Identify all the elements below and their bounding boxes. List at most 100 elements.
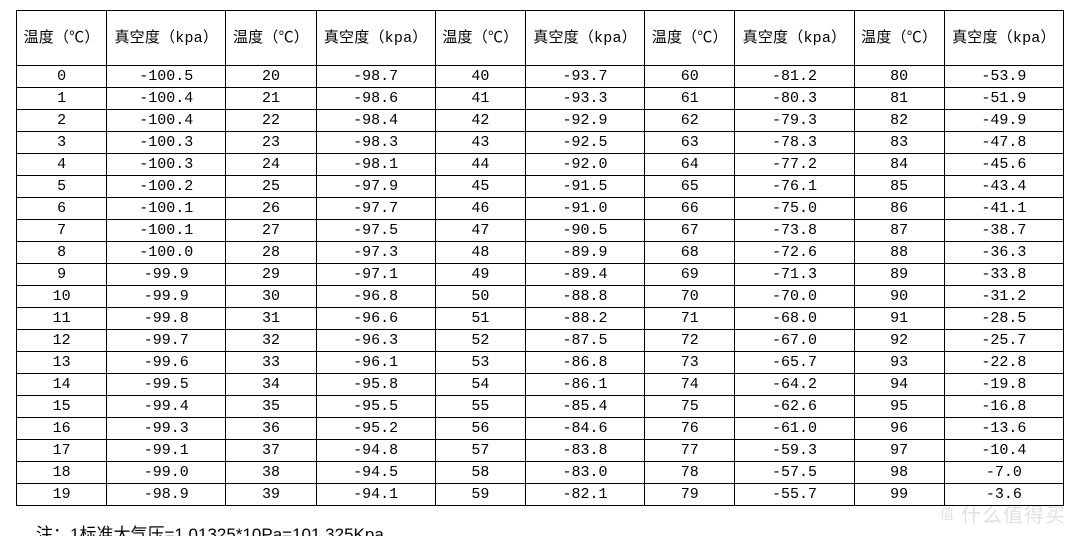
vacuum-cell: -62.6 bbox=[735, 396, 854, 418]
temp-cell: 33 bbox=[226, 352, 316, 374]
vacuum-cell: -47.8 bbox=[944, 132, 1063, 154]
temp-cell: 52 bbox=[435, 330, 525, 352]
temp-cell: 32 bbox=[226, 330, 316, 352]
vacuum-cell: -90.5 bbox=[525, 220, 644, 242]
col-header-temp: 温度（℃） bbox=[17, 11, 107, 66]
temp-cell: 12 bbox=[17, 330, 107, 352]
temp-cell: 9 bbox=[17, 264, 107, 286]
vacuum-cell: -97.1 bbox=[316, 264, 435, 286]
temp-cell: 89 bbox=[854, 264, 944, 286]
temp-cell: 24 bbox=[226, 154, 316, 176]
temp-cell: 56 bbox=[435, 418, 525, 440]
vacuum-cell: -57.5 bbox=[735, 462, 854, 484]
vacuum-cell: -22.8 bbox=[944, 352, 1063, 374]
table-row: 18-99.038-94.558-83.078-57.598-7.0 bbox=[17, 462, 1064, 484]
temp-cell: 71 bbox=[645, 308, 735, 330]
table-row: 8-100.028-97.348-89.968-72.688-36.3 bbox=[17, 242, 1064, 264]
vacuum-cell: -86.8 bbox=[525, 352, 644, 374]
vacuum-cell: -89.9 bbox=[525, 242, 644, 264]
vacuum-cell: -85.4 bbox=[525, 396, 644, 418]
temp-cell: 83 bbox=[854, 132, 944, 154]
vacuum-cell: -100.1 bbox=[107, 198, 226, 220]
temp-cell: 84 bbox=[854, 154, 944, 176]
vacuum-cell: -94.1 bbox=[316, 484, 435, 506]
vacuum-cell: -100.3 bbox=[107, 154, 226, 176]
temp-cell: 91 bbox=[854, 308, 944, 330]
vacuum-cell: -97.9 bbox=[316, 176, 435, 198]
temp-cell: 3 bbox=[17, 132, 107, 154]
vacuum-cell: -99.1 bbox=[107, 440, 226, 462]
table-row: 11-99.831-96.651-88.271-68.091-28.5 bbox=[17, 308, 1064, 330]
temp-cell: 65 bbox=[645, 176, 735, 198]
temp-cell: 77 bbox=[645, 440, 735, 462]
vacuum-cell: -98.1 bbox=[316, 154, 435, 176]
col-header-vac: 真空度（kpa） bbox=[735, 11, 854, 66]
col-header-temp: 温度（℃） bbox=[226, 11, 316, 66]
temp-cell: 37 bbox=[226, 440, 316, 462]
temp-cell: 5 bbox=[17, 176, 107, 198]
col-header-vac: 真空度（kpa） bbox=[944, 11, 1063, 66]
vacuum-cell: -78.3 bbox=[735, 132, 854, 154]
temp-cell: 54 bbox=[435, 374, 525, 396]
vacuum-cell: -31.2 bbox=[944, 286, 1063, 308]
vacuum-cell: -88.8 bbox=[525, 286, 644, 308]
temp-cell: 25 bbox=[226, 176, 316, 198]
temp-cell: 11 bbox=[17, 308, 107, 330]
vacuum-cell: -51.9 bbox=[944, 88, 1063, 110]
vacuum-cell: -45.6 bbox=[944, 154, 1063, 176]
temp-cell: 0 bbox=[17, 66, 107, 88]
vacuum-cell: -100.3 bbox=[107, 132, 226, 154]
vacuum-table: 温度（℃） 真空度（kpa） 温度（℃） 真空度（kpa） 温度（℃） 真空度（… bbox=[16, 10, 1064, 506]
vacuum-cell: -99.8 bbox=[107, 308, 226, 330]
temp-cell: 72 bbox=[645, 330, 735, 352]
watermark-icon: 值 bbox=[940, 504, 955, 524]
temp-cell: 68 bbox=[645, 242, 735, 264]
temp-cell: 96 bbox=[854, 418, 944, 440]
vacuum-cell: -16.8 bbox=[944, 396, 1063, 418]
vacuum-cell: -72.6 bbox=[735, 242, 854, 264]
temp-cell: 67 bbox=[645, 220, 735, 242]
vacuum-cell: -96.8 bbox=[316, 286, 435, 308]
vacuum-cell: -100.2 bbox=[107, 176, 226, 198]
vacuum-cell: -99.5 bbox=[107, 374, 226, 396]
vacuum-cell: -92.9 bbox=[525, 110, 644, 132]
temp-cell: 48 bbox=[435, 242, 525, 264]
vacuum-cell: -79.3 bbox=[735, 110, 854, 132]
temp-cell: 59 bbox=[435, 484, 525, 506]
vacuum-cell: -33.8 bbox=[944, 264, 1063, 286]
temp-cell: 90 bbox=[854, 286, 944, 308]
table-row: 9-99.929-97.149-89.469-71.389-33.8 bbox=[17, 264, 1064, 286]
vacuum-cell: -19.8 bbox=[944, 374, 1063, 396]
temp-cell: 22 bbox=[226, 110, 316, 132]
vacuum-cell: -25.7 bbox=[944, 330, 1063, 352]
vacuum-cell: -70.0 bbox=[735, 286, 854, 308]
temp-cell: 39 bbox=[226, 484, 316, 506]
temp-cell: 75 bbox=[645, 396, 735, 418]
vacuum-cell: -99.4 bbox=[107, 396, 226, 418]
vacuum-cell: -94.8 bbox=[316, 440, 435, 462]
temp-cell: 58 bbox=[435, 462, 525, 484]
temp-cell: 41 bbox=[435, 88, 525, 110]
temp-cell: 74 bbox=[645, 374, 735, 396]
vacuum-cell: -98.7 bbox=[316, 66, 435, 88]
temp-cell: 57 bbox=[435, 440, 525, 462]
vacuum-cell: -7.0 bbox=[944, 462, 1063, 484]
temp-cell: 88 bbox=[854, 242, 944, 264]
temp-cell: 42 bbox=[435, 110, 525, 132]
vacuum-cell: -43.4 bbox=[944, 176, 1063, 198]
vacuum-cell: -59.3 bbox=[735, 440, 854, 462]
temp-cell: 76 bbox=[645, 418, 735, 440]
temp-cell: 40 bbox=[435, 66, 525, 88]
header-row: 温度（℃） 真空度（kpa） 温度（℃） 真空度（kpa） 温度（℃） 真空度（… bbox=[17, 11, 1064, 66]
vacuum-cell: -95.5 bbox=[316, 396, 435, 418]
temp-cell: 1 bbox=[17, 88, 107, 110]
temp-cell: 50 bbox=[435, 286, 525, 308]
temp-cell: 82 bbox=[854, 110, 944, 132]
table-row: 10-99.930-96.850-88.870-70.090-31.2 bbox=[17, 286, 1064, 308]
temp-cell: 66 bbox=[645, 198, 735, 220]
table-row: 7-100.127-97.547-90.567-73.887-38.7 bbox=[17, 220, 1064, 242]
table-row: 12-99.732-96.352-87.572-67.092-25.7 bbox=[17, 330, 1064, 352]
temp-cell: 10 bbox=[17, 286, 107, 308]
vacuum-cell: -93.3 bbox=[525, 88, 644, 110]
temp-cell: 45 bbox=[435, 176, 525, 198]
